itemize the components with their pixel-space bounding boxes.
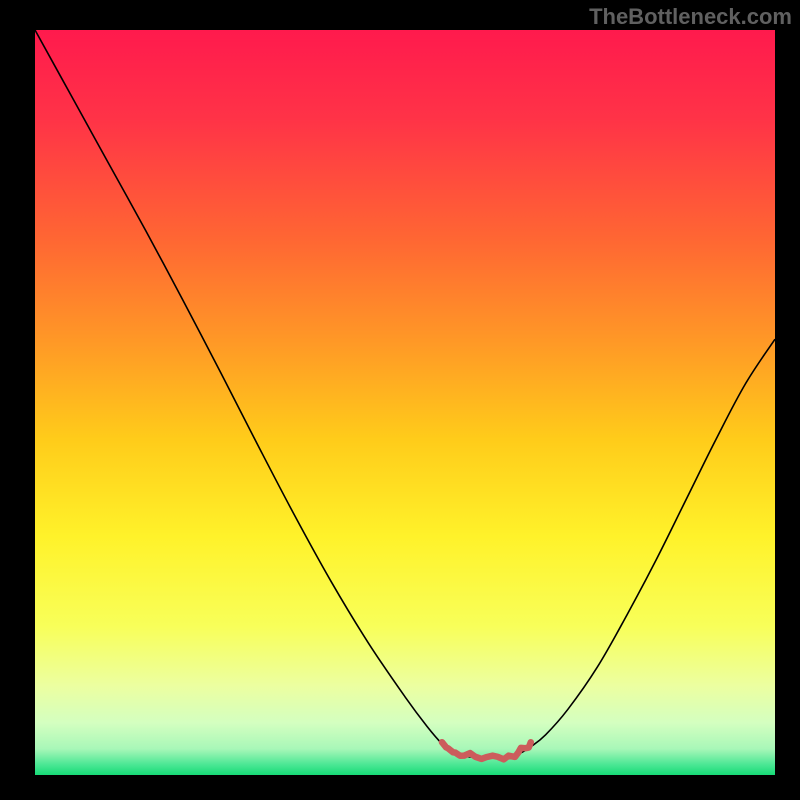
attribution-text: TheBottleneck.com bbox=[589, 4, 792, 30]
chart-frame: TheBottleneck.com bbox=[0, 0, 800, 800]
trough-highlight bbox=[442, 742, 531, 759]
plot-svg bbox=[35, 30, 775, 775]
gradient-background bbox=[35, 30, 775, 775]
plot-area bbox=[35, 30, 775, 775]
bottleneck-curve bbox=[35, 30, 775, 757]
